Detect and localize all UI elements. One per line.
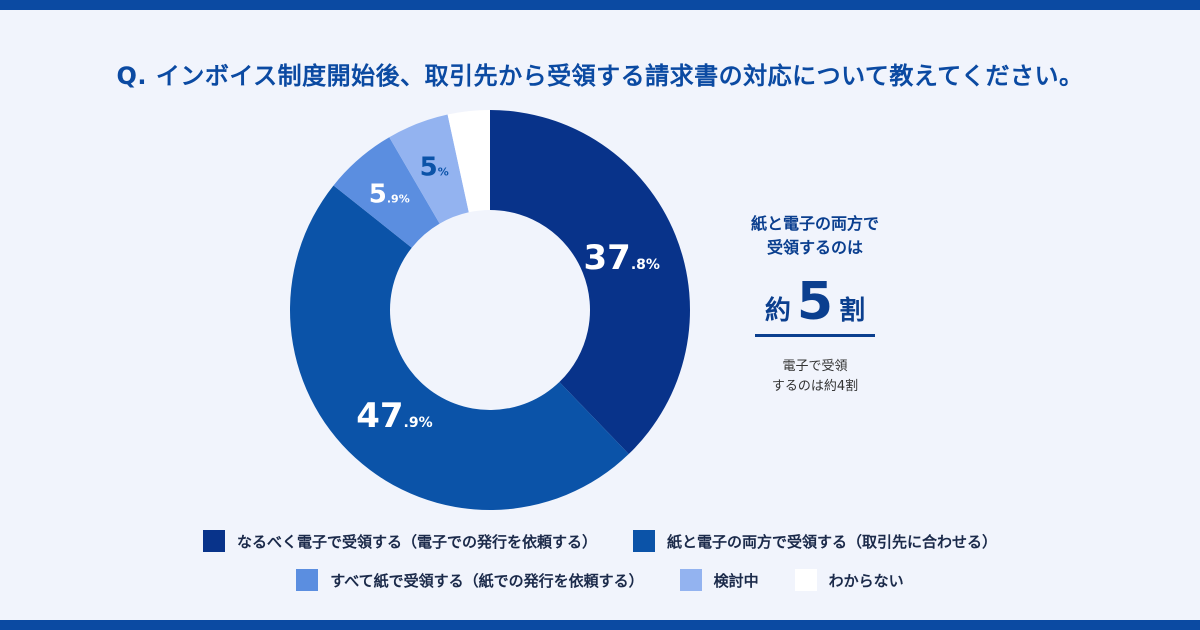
legend-swatch — [633, 530, 655, 552]
legend-item-electronic: なるべく電子で受領する（電子での発行を依頼する） — [202, 530, 597, 552]
legend-item-both: 紙と電子の両方で受領する（取引先に合わせる） — [633, 530, 997, 552]
question-title: Q. インボイス制度開始後、取引先から受領する請求書の対応について教えてください… — [116, 62, 1084, 90]
legend-label: 検討中 — [713, 571, 759, 590]
legend-label: なるべく電子で受領する（電子での発行を依頼する） — [236, 532, 597, 551]
legend-swatch — [296, 569, 319, 591]
slice-electronic — [490, 110, 690, 455]
slice-both — [290, 185, 629, 510]
legend-label: わからない — [828, 571, 904, 590]
callout-note-line-1: 電子で受領 — [782, 359, 848, 374]
callout-note: 電子で受領 するのは約4割 — [720, 357, 910, 397]
legend-row-2: すべて紙で受領する（紙での発行を依頼する） 検討中 わからない — [0, 569, 1200, 591]
legend-label: すべて紙で受領する（紙での発行を依頼する） — [330, 571, 644, 590]
bottom-accent-bar — [0, 620, 1200, 630]
callout-suffix: 割 — [839, 296, 866, 326]
callout-highlight: 約 5 割 — [720, 274, 910, 330]
legend-label: 紙と電子の両方で受領する（取引先に合わせる） — [667, 532, 998, 551]
slice-label-considering: 5% — [420, 152, 449, 182]
slice-considering — [389, 114, 469, 224]
callout-note-line-2: するのは約4割 — [771, 379, 859, 394]
legend-swatch — [794, 569, 817, 591]
callout-line-2: 受領するのは — [766, 238, 863, 257]
slice-paper — [333, 137, 440, 248]
callout-prefix: 約 — [764, 296, 791, 326]
slice-unknown — [447, 110, 490, 213]
donut-chart: 37.8% 47.9% 5.9% 5% — [290, 110, 690, 510]
callout-line-1: 紙と電子の両方で — [750, 214, 879, 233]
legend-row-1: なるべく電子で受領する（電子での発行を依頼する） 紙と電子の両方で受領する（取引… — [0, 530, 1200, 552]
callout-underline — [755, 334, 875, 337]
legend-item-paper: すべて紙で受領する（紙での発行を依頼する） — [296, 569, 644, 591]
callout-panel: 紙と電子の両方で 受領するのは 約 5 割 電子で受領 するのは約4割 — [720, 212, 910, 397]
slice-label-both: 47.9% — [356, 396, 432, 436]
legend-item-considering: 検討中 — [679, 569, 759, 591]
slice-label-paper: 5.9% — [369, 180, 410, 210]
top-accent-bar — [0, 0, 1200, 10]
slice-label-electronic: 37.8% — [583, 238, 659, 278]
legend-item-unknown: わからない — [794, 569, 904, 591]
callout-number: 5 — [796, 272, 834, 332]
legend-swatch — [202, 530, 225, 552]
legend-swatch — [679, 569, 702, 591]
